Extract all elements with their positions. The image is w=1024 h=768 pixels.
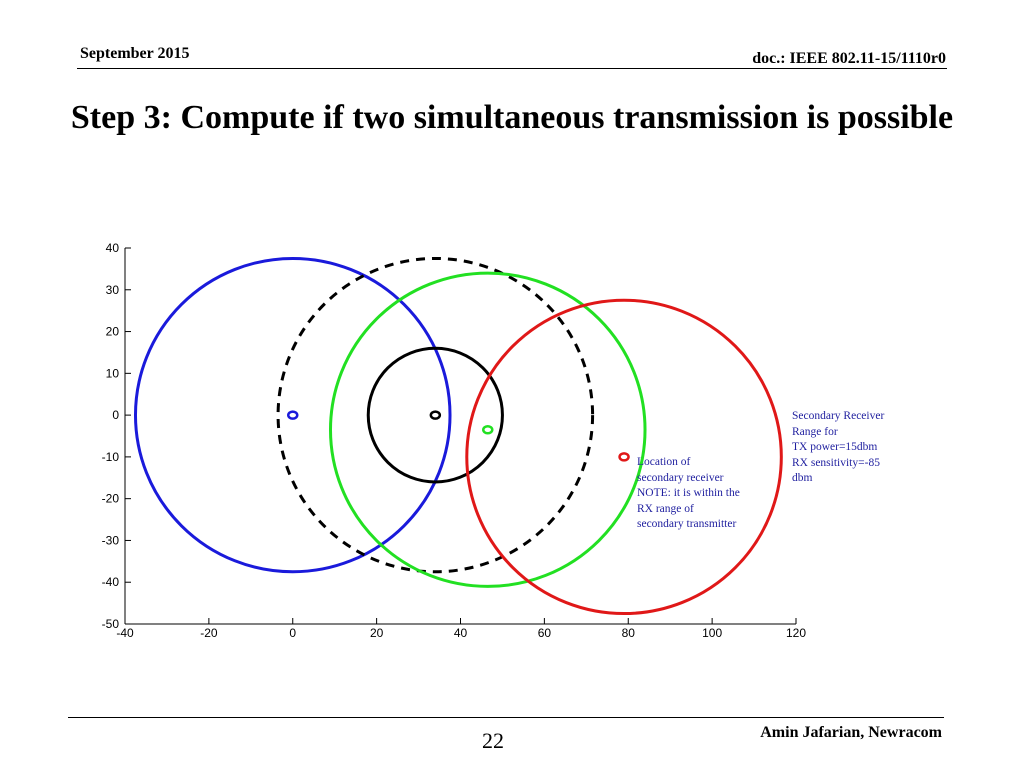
x-tick-label: 120 [786,626,806,640]
slide-title: Step 3: Compute if two simultaneous tran… [70,99,954,136]
header-date: September 2015 [80,45,190,62]
y-tick-label: 10 [106,366,120,380]
footer-divider [68,717,944,718]
page-number: 22 [482,728,504,753]
node-marker-blue [287,410,299,420]
x-tick-label: 0 [289,626,296,640]
range-circle-red-4 [465,298,783,616]
annotation-receiver-location: Location of secondary receiver NOTE: it … [637,456,740,530]
y-tick-label: -20 [102,492,120,506]
y-tick-label: -30 [102,533,120,547]
x-tick-label: -40 [116,626,134,640]
header-divider [77,68,947,69]
node-marker-red [618,452,630,462]
node-marker-black [429,410,442,420]
x-tick-label: -20 [200,626,218,640]
y-tick-label: 40 [106,241,120,255]
range-circle-black-2 [366,346,504,484]
range-circle-green-3 [328,271,647,588]
y-tick-label: 0 [112,408,119,422]
footer-author: Amin Jafarian, Newracom [760,724,942,741]
x-tick-label: 20 [370,626,384,640]
annotation-receiver-range: Secondary Receiver Range for TX power=15… [792,410,885,484]
header-doc-id: doc.: IEEE 802.11-15/1110r0 [752,50,946,67]
y-tick-label: -10 [102,450,120,464]
y-tick-label: -50 [102,617,120,631]
x-tick-label: 80 [622,626,636,640]
y-tick-label: -40 [102,575,120,589]
range-circles [133,256,783,616]
node-markers [287,410,630,462]
range-circle-blue-0 [133,256,452,574]
x-tick-label: 100 [702,626,722,640]
range-circle-black-1 [276,256,595,574]
y-tick-label: 20 [106,325,120,339]
y-tick-label: 30 [106,283,120,297]
x-tick-label: 40 [454,626,468,640]
x-tick-label: 60 [538,626,552,640]
node-marker-green [482,424,494,435]
